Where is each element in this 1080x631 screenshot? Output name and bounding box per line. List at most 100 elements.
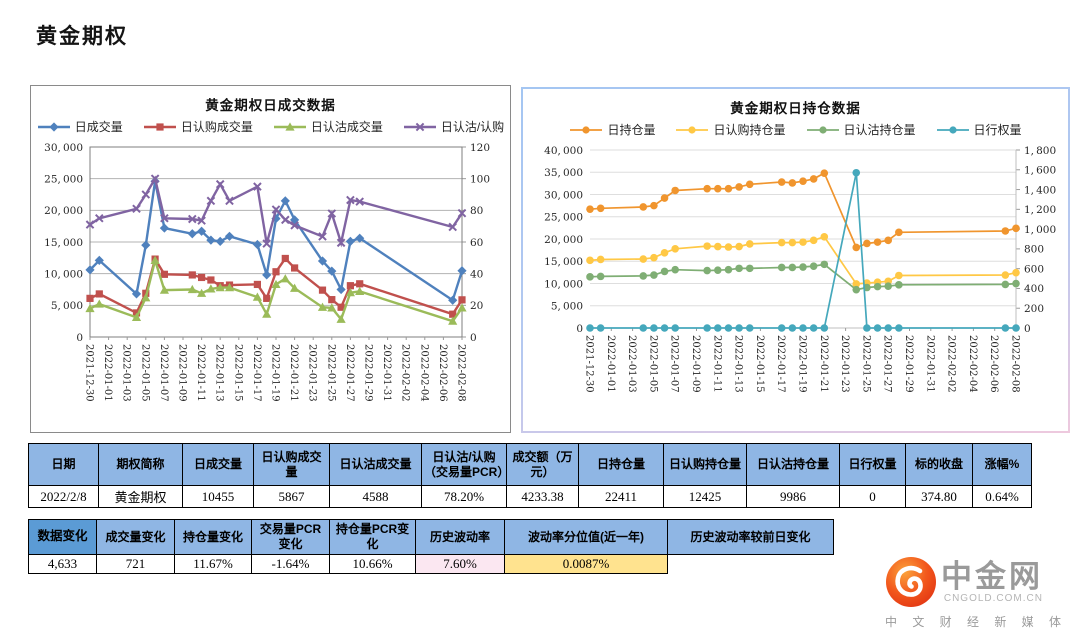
col-header-oi-change: 持仓量变化 bbox=[174, 519, 252, 555]
legend-item-open-interest: 日持仓量 bbox=[569, 121, 655, 138]
svg-text:1, 800: 1, 800 bbox=[1024, 145, 1056, 157]
svg-text:2022-01-21: 2022-01-21 bbox=[818, 335, 829, 393]
cell-put-volume: 4588 bbox=[329, 485, 422, 508]
svg-text:2022-01-23: 2022-01-23 bbox=[307, 344, 318, 402]
col-header-hv-daily-change: 历史波动率较前日变化 bbox=[667, 519, 834, 555]
svg-text:2022-01-03: 2022-01-03 bbox=[626, 335, 637, 393]
cell-exercise-volume: 0 bbox=[839, 485, 906, 508]
legend-label: 日认购成交量 bbox=[180, 120, 253, 134]
svg-text:5, 000: 5, 000 bbox=[551, 301, 583, 313]
col-header-daily-volume: 日成交量 bbox=[182, 443, 254, 486]
cngold-logo[interactable]: 中金网 CNGOLD.COM.CN 中 文 财 经 新 媒 体 bbox=[885, 556, 1067, 630]
svg-text:20, 000: 20, 000 bbox=[544, 234, 583, 246]
svg-text:2022-02-02: 2022-02-02 bbox=[946, 335, 957, 393]
svg-text:20, 000: 20, 000 bbox=[44, 205, 83, 217]
cngold-cloud-icon bbox=[885, 557, 936, 607]
svg-text:2022-01-11: 2022-01-11 bbox=[711, 335, 722, 393]
put-volume-marker-icon bbox=[273, 121, 306, 131]
legend-label: 日认购持仓量 bbox=[713, 123, 786, 137]
col-header-underlying-close: 标的收盘 bbox=[905, 443, 973, 486]
data-change-label: 数据变化 bbox=[28, 519, 97, 555]
svg-text:2022-02-08: 2022-02-08 bbox=[1010, 335, 1021, 393]
svg-text:2022-02-08: 2022-02-08 bbox=[456, 344, 467, 402]
col-header-change-pct: 涨幅% bbox=[972, 443, 1032, 486]
svg-text:15, 000: 15, 000 bbox=[544, 256, 583, 268]
cell-date: 2022/2/8 bbox=[28, 485, 99, 508]
svg-text:200: 200 bbox=[1024, 303, 1044, 315]
svg-text:2022-01-31: 2022-01-31 bbox=[924, 335, 935, 393]
svg-text:20: 20 bbox=[470, 300, 483, 312]
svg-text:2022-01-27: 2022-01-27 bbox=[344, 344, 355, 402]
svg-text:30, 000: 30, 000 bbox=[44, 142, 83, 154]
svg-text:2022-01-19: 2022-01-19 bbox=[270, 344, 281, 402]
put-call-ratio-marker-icon bbox=[403, 122, 436, 131]
svg-text:400: 400 bbox=[1024, 283, 1044, 295]
legend-item-put-call-ratio: 日认沽/认购 bbox=[403, 118, 504, 135]
logo-text-block: 中金网 CNGOLD.COM.CN bbox=[941, 561, 1043, 604]
logo-name: 中金网 bbox=[940, 558, 1043, 594]
cell-historical-volatility: 10.66% bbox=[329, 554, 416, 574]
svg-text:2022-01-13: 2022-01-13 bbox=[214, 344, 225, 402]
svg-text:2022-01-19: 2022-01-19 bbox=[797, 335, 808, 393]
svg-text:2022-01-01: 2022-01-01 bbox=[605, 335, 616, 393]
col-header-turnover: 成交额（万元） bbox=[506, 443, 579, 486]
svg-text:2022-02-04: 2022-02-04 bbox=[418, 344, 429, 402]
svg-text:1, 400: 1, 400 bbox=[1024, 184, 1056, 196]
open-interest-chart-legend: 日持仓量 日认购持仓量 日认沽持仓量 日行权量 bbox=[523, 121, 1068, 138]
open-interest-marker-icon bbox=[570, 125, 603, 134]
svg-text:2022-02-02: 2022-02-02 bbox=[400, 344, 411, 402]
svg-text:2022-02-06: 2022-02-06 bbox=[988, 335, 999, 393]
col-header-put-volume: 日认沽成交量 bbox=[329, 443, 422, 486]
col-header-put-open-interest: 日认沽持仓量 bbox=[746, 443, 840, 486]
legend-label: 日持仓量 bbox=[607, 123, 656, 137]
data-change-table: 数据变化 成交量变化 持仓量变化 交易量PCR变化 持仓量PCR变化 历史波动率… bbox=[28, 519, 834, 574]
cell-put-open-interest: 9986 bbox=[746, 485, 840, 508]
svg-text:2022-01-05: 2022-01-05 bbox=[139, 344, 150, 402]
cell-call-volume: 5867 bbox=[253, 485, 330, 508]
svg-text:2022-01-29: 2022-01-29 bbox=[363, 344, 374, 402]
cell-oi-change: 721 bbox=[96, 554, 175, 574]
summary-header-row: 日期 期权简称 日成交量 日认购成交量 日认沽成交量 日认沽/认购（交易量PCR… bbox=[28, 443, 1032, 486]
svg-text:0: 0 bbox=[1024, 323, 1031, 335]
col-header-historical-volatility: 历史波动率 bbox=[415, 519, 505, 555]
svg-text:2022-01-09: 2022-01-09 bbox=[177, 344, 188, 402]
svg-text:1, 600: 1, 600 bbox=[1024, 165, 1056, 177]
daily-volume-marker-icon bbox=[37, 121, 70, 132]
legend-item-call-open-interest: 日认购持仓量 bbox=[675, 121, 786, 138]
cell-volume-pcr: 78.20% bbox=[421, 485, 507, 508]
svg-text:2022-01-15: 2022-01-15 bbox=[232, 344, 243, 402]
legend-item-call-volume: 日认购成交量 bbox=[143, 118, 253, 135]
svg-text:600: 600 bbox=[1024, 263, 1044, 275]
cell-daily-volume: 10455 bbox=[182, 485, 254, 508]
col-header-oi-pcr-change: 持仓量PCR变化 bbox=[329, 519, 416, 555]
open-interest-chart-panel: 黄金期权日持仓数据 日持仓量 日认购持仓量 日认沽持仓量 日行权量 0 5, 00… bbox=[521, 87, 1070, 433]
svg-text:30, 000: 30, 000 bbox=[544, 189, 583, 201]
svg-text:2022-01-17: 2022-01-17 bbox=[251, 344, 262, 402]
open-interest-chart-title: 黄金期权日持仓数据 bbox=[730, 101, 861, 116]
logo-top-row: 中金网 CNGOLD.COM.CN bbox=[885, 556, 1067, 608]
svg-text:10, 000: 10, 000 bbox=[44, 268, 83, 280]
svg-text:2022-01-13: 2022-01-13 bbox=[733, 335, 744, 393]
svg-text:40: 40 bbox=[470, 268, 483, 280]
svg-text:2022-01-11: 2022-01-11 bbox=[195, 344, 206, 402]
volume-chart-plot: 0 5, 000 10, 000 15, 000 20, 000 25, 000 30, 0… bbox=[44, 142, 490, 402]
svg-text:2022-01-25: 2022-01-25 bbox=[860, 335, 871, 393]
call-volume-marker-icon bbox=[143, 122, 176, 131]
col-header-date: 日期 bbox=[28, 443, 99, 486]
cell-hv-daily-change: 0.0087% bbox=[504, 554, 668, 574]
col-header-volume-pcr-change: 交易量PCR变化 bbox=[251, 519, 330, 555]
cell-turnover: 4233.38 bbox=[506, 485, 579, 508]
svg-text:80: 80 bbox=[470, 205, 483, 217]
legend-item-daily-volume: 日成交量 bbox=[37, 118, 123, 135]
col-header-call-volume: 日认购成交量 bbox=[253, 443, 330, 486]
legend-label: 日认沽/认购 bbox=[440, 120, 505, 134]
page-title: 黄金期权 bbox=[36, 25, 128, 48]
volume-chart-panel: 黄金期权日成交数据 日成交量 日认购成交量 日认沽成交量 日认沽/认购 0 5, … bbox=[30, 85, 511, 433]
open-interest-chart-plot: 0 5, 000 10, 000 15, 000 20, 000 25, 000 30, 0… bbox=[544, 145, 1056, 393]
svg-text:10, 000: 10, 000 bbox=[544, 278, 583, 290]
cell-volatility-percentile: 7.60% bbox=[415, 554, 505, 574]
volume-chart-title: 黄金期权日成交数据 bbox=[205, 98, 336, 113]
logo-domain: CNGOLD.COM.CN bbox=[943, 592, 1043, 604]
cell-volume-change: 4,633 bbox=[28, 554, 97, 574]
col-header-open-interest: 日持仓量 bbox=[578, 443, 664, 486]
